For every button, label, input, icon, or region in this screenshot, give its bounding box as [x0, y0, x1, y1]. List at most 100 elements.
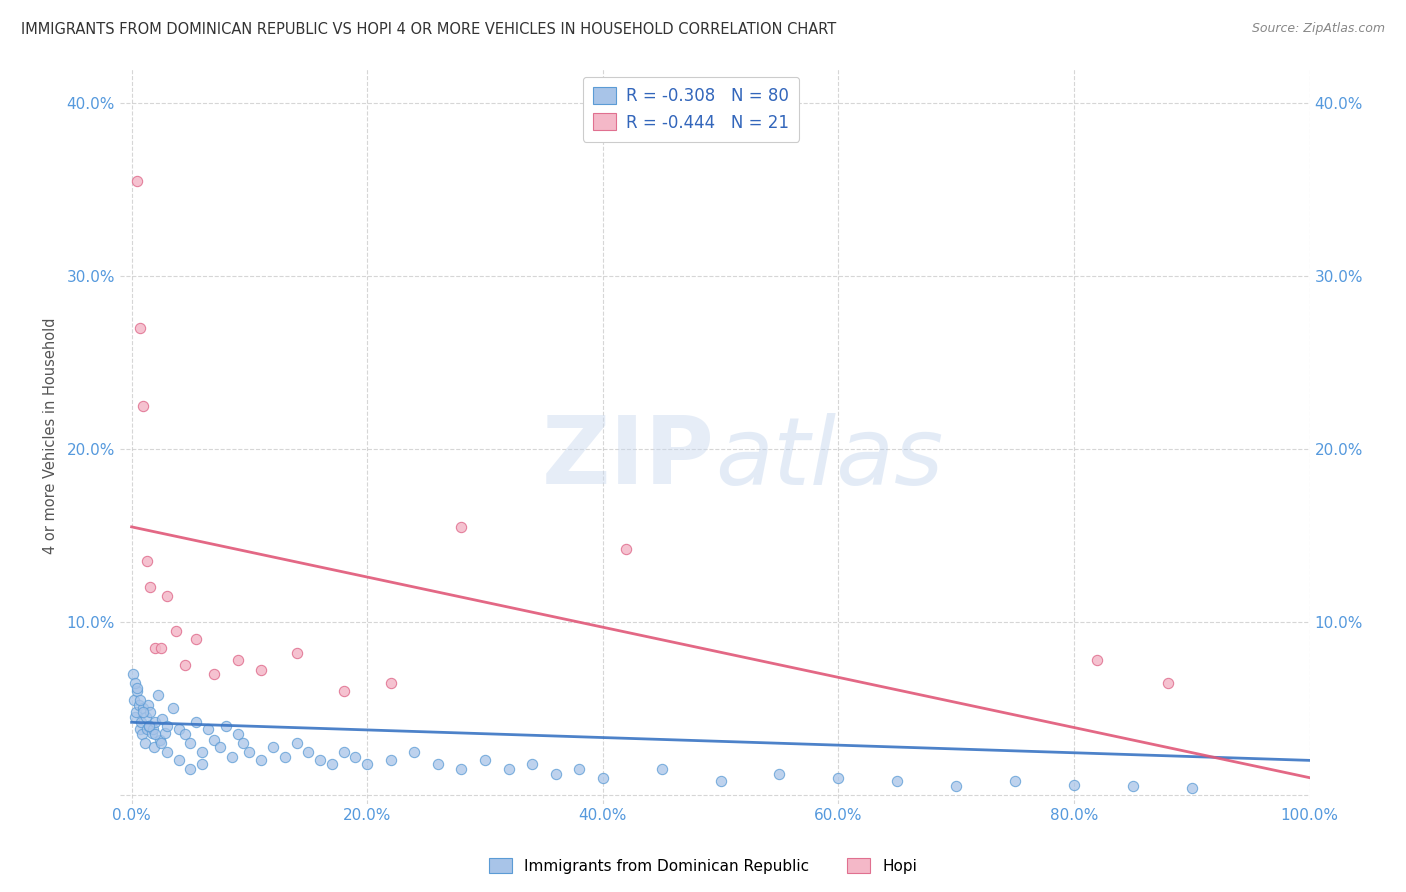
Point [132, 701, 155, 715]
Point [142, 723, 165, 737]
Point [179, 736, 201, 750]
Point [309, 753, 332, 767]
Point [156, 719, 179, 733]
Point [132, 705, 155, 719]
Point [221, 750, 243, 764]
Point [129, 715, 152, 730]
Point [135, 554, 157, 568]
Point [709, 774, 731, 789]
Point [1087, 653, 1109, 667]
Point [128, 693, 150, 707]
Point [173, 658, 195, 673]
Point [125, 705, 148, 719]
Point [945, 780, 967, 794]
Point [1004, 774, 1026, 789]
Point [127, 684, 149, 698]
Point [162, 701, 184, 715]
Point [138, 719, 160, 733]
Point [285, 736, 308, 750]
Point [128, 723, 150, 737]
Point [202, 666, 225, 681]
Point [1122, 780, 1144, 794]
Point [250, 664, 273, 678]
Point [191, 745, 214, 759]
Point [156, 745, 179, 759]
Point [138, 719, 160, 733]
Point [139, 581, 162, 595]
Text: atlas: atlas [714, 413, 943, 504]
Point [122, 693, 145, 707]
Point [344, 750, 367, 764]
Point [136, 698, 159, 712]
Point [827, 771, 849, 785]
Point [321, 756, 343, 771]
Point [173, 727, 195, 741]
Point [143, 715, 166, 730]
Point [128, 698, 150, 712]
Point [215, 719, 238, 733]
Point [274, 750, 297, 764]
Point [614, 542, 637, 557]
Point [143, 739, 166, 754]
Point [124, 710, 146, 724]
Point [380, 753, 402, 767]
Point [150, 640, 173, 655]
Point [191, 756, 214, 771]
Legend: Immigrants from Dominican Republic, Hopi: Immigrants from Dominican Republic, Hopi [482, 852, 924, 880]
Point [127, 174, 149, 188]
Point [197, 723, 219, 737]
Point [150, 736, 173, 750]
Point [285, 646, 308, 660]
Point [356, 756, 378, 771]
Y-axis label: 4 or more Vehicles in Household: 4 or more Vehicles in Household [44, 318, 58, 554]
Point [143, 727, 166, 741]
Point [262, 739, 284, 754]
Point [380, 675, 402, 690]
Point [1181, 780, 1204, 795]
Point [131, 727, 153, 741]
Text: Source: ZipAtlas.com: Source: ZipAtlas.com [1251, 22, 1385, 36]
Point [332, 684, 354, 698]
Point [179, 762, 201, 776]
Point [134, 736, 156, 750]
Point [568, 762, 591, 776]
Point [226, 727, 249, 741]
Point [143, 640, 166, 655]
Point [167, 723, 190, 737]
Point [886, 774, 908, 789]
Point [186, 715, 208, 730]
Point [127, 681, 149, 695]
Point [332, 745, 354, 759]
Point [124, 675, 146, 690]
Point [165, 624, 187, 638]
Point [226, 653, 249, 667]
Point [202, 732, 225, 747]
Point [450, 762, 472, 776]
Point [544, 767, 567, 781]
Text: IMMIGRANTS FROM DOMINICAN REPUBLIC VS HOPI 4 OR MORE VEHICLES IN HOUSEHOLD CORRE: IMMIGRANTS FROM DOMINICAN REPUBLIC VS HO… [21, 22, 837, 37]
Point [149, 732, 172, 747]
Point [208, 739, 231, 754]
Point [121, 666, 143, 681]
Point [132, 399, 155, 413]
Point [232, 736, 254, 750]
Point [150, 712, 173, 726]
Point [135, 710, 157, 724]
Point [768, 767, 790, 781]
Point [651, 762, 673, 776]
Legend: R = -0.308   N = 80, R = -0.444   N = 21: R = -0.308 N = 80, R = -0.444 N = 21 [582, 77, 799, 142]
Point [450, 520, 472, 534]
Point [404, 745, 426, 759]
Point [128, 321, 150, 335]
Point [238, 745, 260, 759]
Point [146, 688, 169, 702]
Point [426, 756, 449, 771]
Point [1063, 778, 1085, 792]
Point [167, 753, 190, 767]
Point [186, 632, 208, 647]
Point [592, 771, 614, 785]
Point [474, 753, 496, 767]
Point [1157, 675, 1180, 690]
Point [139, 705, 162, 719]
Point [141, 725, 163, 739]
